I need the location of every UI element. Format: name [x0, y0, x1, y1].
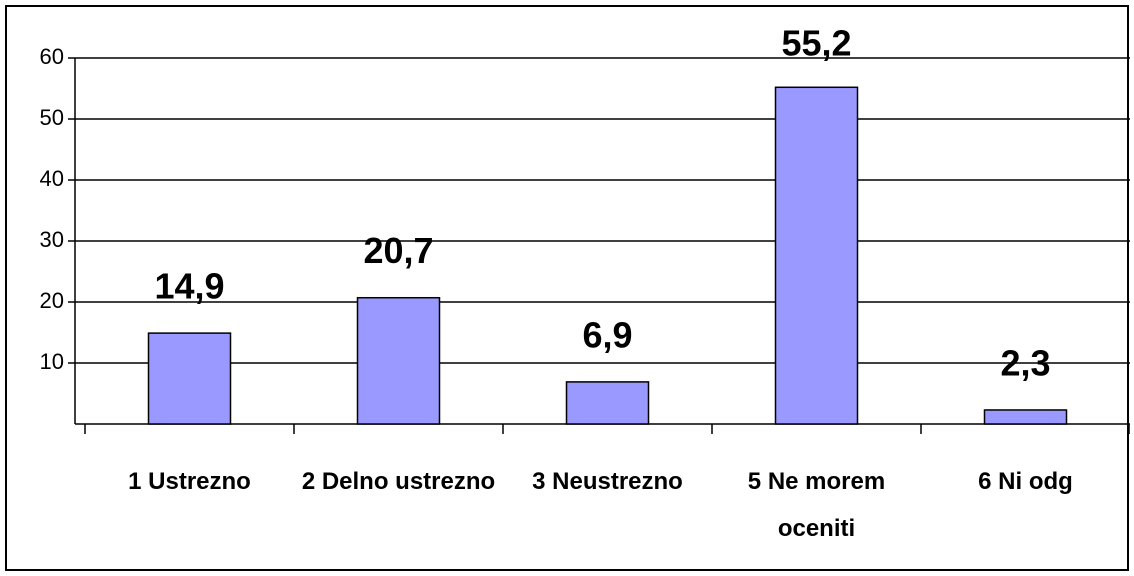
- x-tick-label: 6 Ni odg: [978, 468, 1073, 495]
- y-tick-label: 60: [40, 44, 64, 69]
- value-label: 20,7: [363, 230, 433, 271]
- y-tick-label: 10: [40, 349, 64, 374]
- bar: [356, 296, 441, 425]
- y-tick-label: 40: [40, 166, 64, 191]
- chart-border: [5, 5, 1129, 571]
- y-tick-label: 30: [40, 227, 64, 252]
- bar: [983, 409, 1068, 425]
- bar: [565, 381, 650, 425]
- value-label: 6,9: [582, 314, 632, 355]
- bar: [147, 332, 232, 425]
- x-tick-label: 2 Delno ustrezno: [301, 468, 496, 495]
- value-label: 2,3: [1000, 342, 1050, 383]
- y-tick-label: 20: [40, 288, 64, 313]
- value-label: 14,9: [154, 266, 224, 307]
- x-tick-label: 1 Ustrezno: [128, 468, 251, 495]
- y-tick-label: 50: [40, 105, 64, 130]
- bar: [774, 86, 859, 425]
- x-tick-label: 5 Ne morem oceniti: [747, 468, 886, 542]
- value-label: 55,2: [781, 23, 851, 64]
- x-tick-label: 3 Neustrezno: [532, 468, 683, 495]
